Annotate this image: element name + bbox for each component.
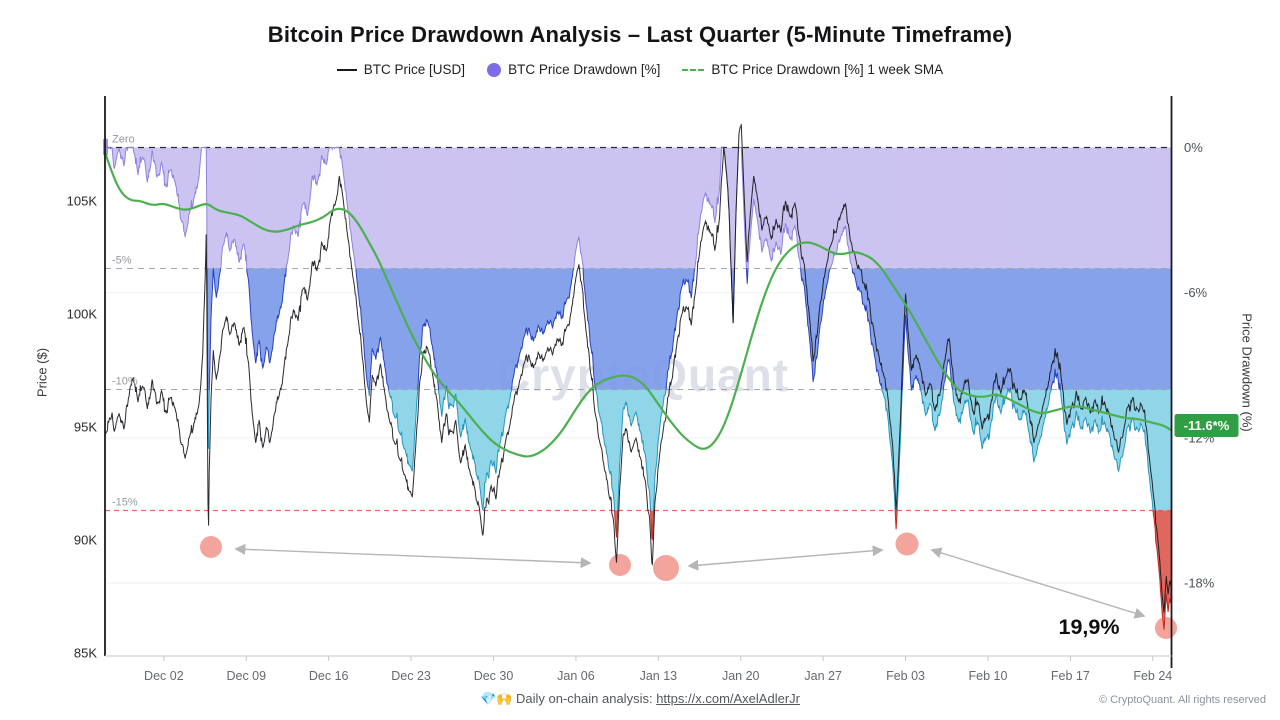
annotation-arrow: [930, 547, 1146, 619]
level-label: -5%: [112, 255, 132, 267]
x-tick-label: Dec 02: [144, 669, 184, 683]
sma-dash-swatch-icon: [682, 68, 705, 71]
drawdown-dot-swatch-icon: [487, 62, 502, 77]
x-tick-label: Jan 06: [557, 669, 595, 683]
x-tick-label: Jan 27: [804, 669, 842, 683]
x-tick-label: Dec 09: [226, 669, 266, 683]
drawdown-line: [105, 146, 1172, 630]
page-title: Bitcoin Price Drawdown Analysis – Last Q…: [267, 22, 1013, 47]
crash-low-circle: [895, 532, 919, 556]
price-line-swatch-icon: [336, 68, 357, 71]
y-axis-title-price: Price ($): [34, 347, 50, 398]
drawdown-area: [105, 147, 1172, 630]
legend-label: BTC Price Drawdown [%]: [508, 62, 661, 77]
crash-low-circle: [653, 555, 679, 581]
legend-item-drawdown-sma[interactable]: BTC Price Drawdown [%] 1 week SMA: [682, 62, 943, 77]
y-right-tick-label: 0%: [1184, 140, 1203, 155]
y-left-tick-label: 100K: [67, 307, 98, 322]
legend-item-drawdown[interactable]: BTC Price Drawdown [%]: [487, 62, 660, 77]
y-right-tick-label: -6%: [1184, 285, 1208, 300]
y-left-tick-label: 95K: [74, 420, 97, 435]
x-tick-label: Jan 13: [640, 669, 678, 683]
x-tick-label: Feb 24: [1133, 669, 1172, 683]
footer-copyright: © CryptoQuant. All rights reserved: [1098, 694, 1266, 706]
x-tick-label: Dec 23: [391, 669, 431, 683]
x-tick-label: Feb 17: [1051, 669, 1090, 683]
y-left-tick-label: 105K: [67, 194, 98, 209]
drawdown-sma-line: [105, 151, 1172, 458]
y-left-tick-label: 85K: [74, 646, 97, 661]
max-drawdown-annotation: 19,9%: [1058, 615, 1120, 639]
last-value-badge: [1174, 414, 1239, 437]
footer-link[interactable]: https://x.com/AxelAdlerJr: [656, 691, 800, 706]
level-label: -10%: [112, 376, 138, 388]
footer-emoji-icon: 💎🙌: [480, 691, 513, 706]
footer-analysis-note: 💎🙌 Daily on-chain analysis: https://x.co…: [0, 691, 1280, 707]
annotation-arrow: [687, 545, 884, 571]
y-axis-title-drawdown: Price Drawdown (%): [1239, 313, 1255, 432]
crash-low-circle: [1155, 617, 1177, 639]
legend-label: BTC Price [USD]: [363, 62, 466, 77]
y-left-tick-label: 90K: [74, 533, 97, 548]
crash-low-circle: [200, 536, 222, 558]
legend: BTC Price [USD] BTC Price Drawdown [%] B…: [0, 62, 1280, 77]
last-value-badge-label: -11.6*%: [1184, 418, 1230, 433]
x-tick-label: Jan 20: [722, 669, 760, 683]
crash-low-circle: [609, 554, 631, 576]
legend-label: BTC Price Drawdown [%] 1 week SMA: [711, 62, 944, 77]
x-tick-label: Feb 10: [969, 669, 1008, 683]
x-tick-label: Dec 30: [474, 669, 514, 683]
annotation-arrow: [234, 543, 592, 569]
level-label: -15%: [112, 497, 138, 509]
x-tick-label: Dec 16: [309, 669, 349, 683]
y-right-tick-label: -18%: [1184, 576, 1215, 591]
level-label: Zero: [112, 134, 135, 146]
footer-text: Daily on-chain analysis:: [516, 691, 653, 706]
btc-price-line: [105, 124, 1172, 613]
legend-item-btc-price[interactable]: BTC Price [USD]: [336, 62, 466, 77]
x-tick-label: Feb 03: [886, 669, 925, 683]
